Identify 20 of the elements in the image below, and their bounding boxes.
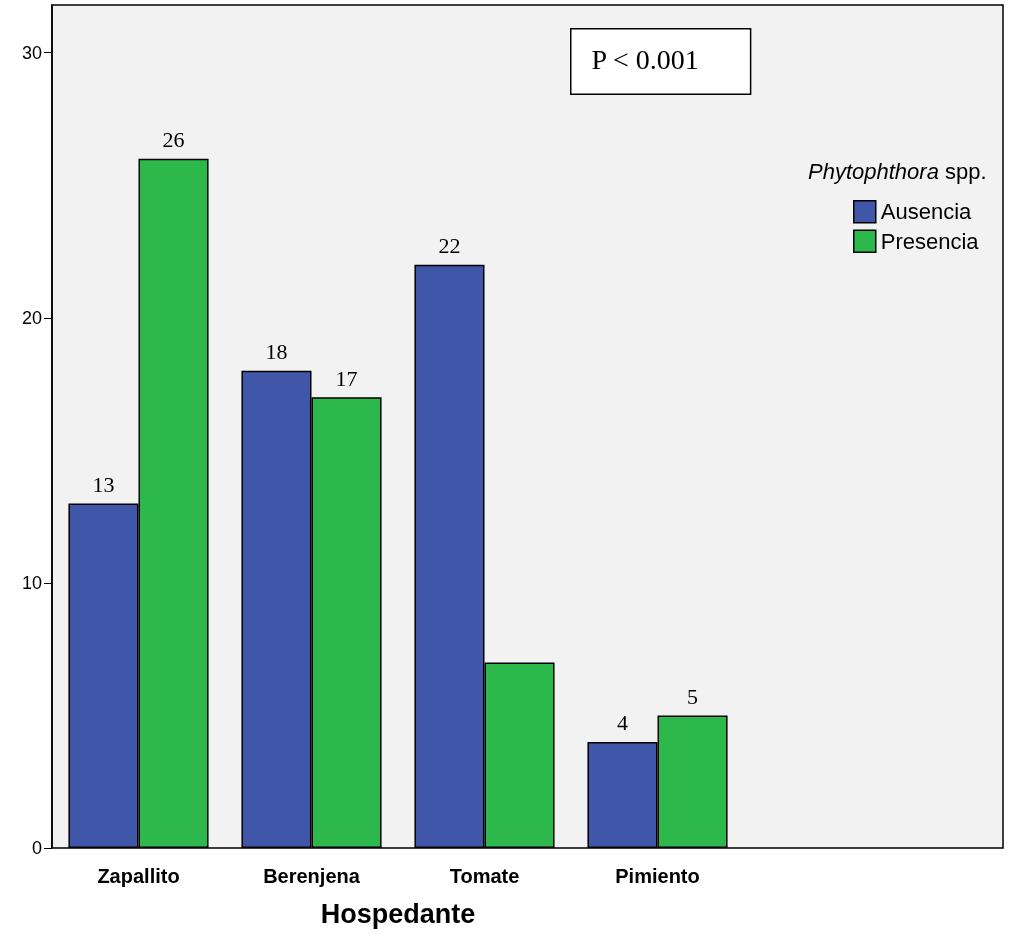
x-axis-title: Hospedante xyxy=(320,898,476,929)
data-label: 5 xyxy=(687,683,699,709)
data-label: 13 xyxy=(92,471,115,497)
legend-label: Ausencia xyxy=(880,199,973,225)
data-label: 18 xyxy=(265,339,288,365)
y-tick-label: 30 xyxy=(21,42,42,63)
x-tick-label: Tomate xyxy=(449,865,520,887)
data-label: 26 xyxy=(162,127,185,153)
legend-title: Phytophthora spp. xyxy=(808,158,987,184)
y-tick-label: 20 xyxy=(21,307,42,328)
x-tick-label: Zapallito xyxy=(97,865,180,887)
data-label: 17 xyxy=(335,365,358,391)
y-tick-label: 10 xyxy=(21,572,42,593)
x-tick-label: Pimiento xyxy=(615,865,700,887)
data-label: 4 xyxy=(616,710,628,736)
legend-label: Presencia xyxy=(880,228,980,254)
data-label: 22 xyxy=(438,233,461,259)
y-tick-label: 0 xyxy=(31,838,42,858)
x-tick-label: Berenjena xyxy=(263,865,361,887)
annotation: P < 0.001 xyxy=(591,44,699,75)
